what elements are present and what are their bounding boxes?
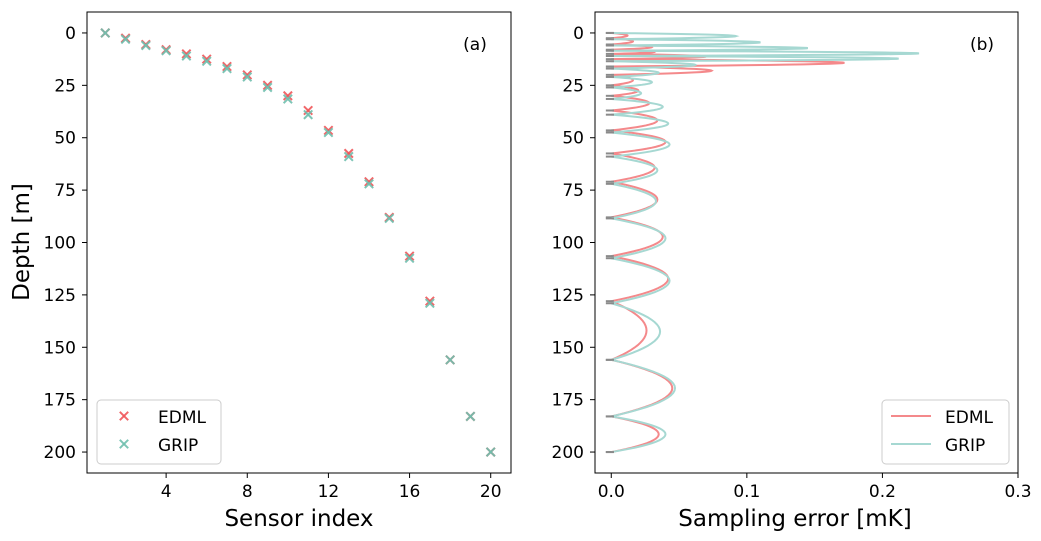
panel-a-y-tick-label: 75 [54,181,76,201]
panel-a-y-ticks: 0 25 50 75 100 125 150 175 200 [44,24,87,463]
panel-b-x-tick-label: 0.1 [733,482,760,502]
legend-label-edml-b: EDML [945,408,993,428]
panel-b-x-axis-label: Sampling error [mK] [678,506,911,532]
panel-a-legend: EDML GRIP [96,399,222,465]
legend-x-edml [119,411,129,421]
scatter-point-edml [262,80,273,91]
scatter-point-edml [181,49,192,59]
panel-b-y-tick-label: 175 [552,391,584,411]
scatter-point-edml [424,296,435,307]
scatter-point-grip [343,151,354,162]
panel-b-data-lines [605,31,920,454]
panel-b-y-tick-label: 100 [552,234,584,254]
legend-label-edml: EDML [158,408,206,428]
scatter-point-grip [445,354,456,365]
panel-a-label: (a) [463,35,487,55]
scatter-point-grip [384,213,395,224]
scatter-point-edml [343,148,354,159]
legend-label-grip: GRIP [158,436,198,456]
panel-b-label: (b) [970,35,994,55]
scatter-point-grip [222,63,232,74]
panel-a-y-tick-label: 175 [44,391,76,411]
panel-a-x-axis-label: Sensor index [224,506,373,532]
legend-marker-edml [119,411,129,421]
scatter-point-grip [140,40,151,51]
panel-b-x-tick-label: 0.2 [869,482,896,502]
scatter-point-grip [201,56,212,67]
panel-a-y-tick-label: 100 [44,234,76,254]
panel-a-y-tick-label: 200 [44,443,76,463]
panel-b-y-ticks: 0 25 50 75 100 125 150 175 200 [552,24,595,463]
scatter-point-grip [242,72,253,82]
panel-b-x-ticks: 0.0 0.1 0.2 0.3 [598,473,1032,502]
scatter-point-edml [323,125,334,136]
panel-b-y-tick-label: 0 [573,24,584,44]
scatter-point-edml [242,69,253,80]
scatter-point-grip [465,411,476,422]
scatter-point-edml [364,176,374,187]
scatter-point-grip [303,109,314,120]
panel-b-y-tick-label: 25 [562,76,584,96]
panel-a-x-ticks: 4 8 12 16 20 [161,473,502,502]
panel-a-y-tick-label: 25 [54,76,76,96]
scatter-point-grip [282,94,293,104]
panel-a-x-tick-label: 4 [161,482,172,502]
scatter-point-edml [282,90,293,101]
panel-b-legend: EDML GRIP [881,399,1010,465]
scatter-point-grip [161,45,172,56]
scatter-point-grip [485,447,496,457]
scatter-point-edml [222,61,232,72]
scatter-point-grip [424,298,435,309]
panel-a-scatter-chart: 4 8 12 16 20 0 25 50 75 100 125 150 175 200 (a) Sens… [9,11,512,532]
error-line-grip [607,31,920,454]
scatter-point-grip [181,51,192,61]
scatter-point-grip [323,127,334,138]
scatter-point-grip [262,82,273,93]
scatter-point-edml [201,54,212,65]
error-line-edml [607,31,845,454]
panel-b-y-tick-label: 50 [562,129,584,149]
panel-b-y-tick-label: 150 [552,338,584,358]
panel-a-y-axis-label: Depth [m] [9,183,35,301]
panel-a-x-tick-label: 12 [318,482,340,502]
scatter-point-grip [120,34,131,45]
scatter-point-grip [364,178,374,189]
legend-x-grip [119,439,129,449]
panel-b-y-tick-label: 125 [552,286,584,306]
scatter-point-grip [404,253,415,264]
panel-a-x-tick-label: 20 [480,482,502,502]
panel-a-y-tick-label: 50 [54,129,76,149]
legend-label-grip-b: GRIP [945,436,985,456]
panel-b-x-tick-label: 0.0 [598,482,625,502]
scatter-point-grip [100,28,111,38]
legend-marker-grip [119,439,129,449]
scatter-point-edml [404,251,415,262]
panel-a-x-tick-label: 16 [399,482,421,502]
panel-a-x-tick-label: 8 [242,482,253,502]
panel-a-y-tick-label: 125 [44,286,76,306]
panel-a-data-marks [100,28,496,457]
panel-b-x-tick-label: 0.3 [1004,482,1031,502]
panel-a-y-tick-label: 150 [44,338,76,358]
panel-b-y-tick-label: 75 [562,181,584,201]
panel-b-y-tick-label: 200 [552,443,584,463]
panel-a-y-tick-label: 0 [65,24,76,44]
